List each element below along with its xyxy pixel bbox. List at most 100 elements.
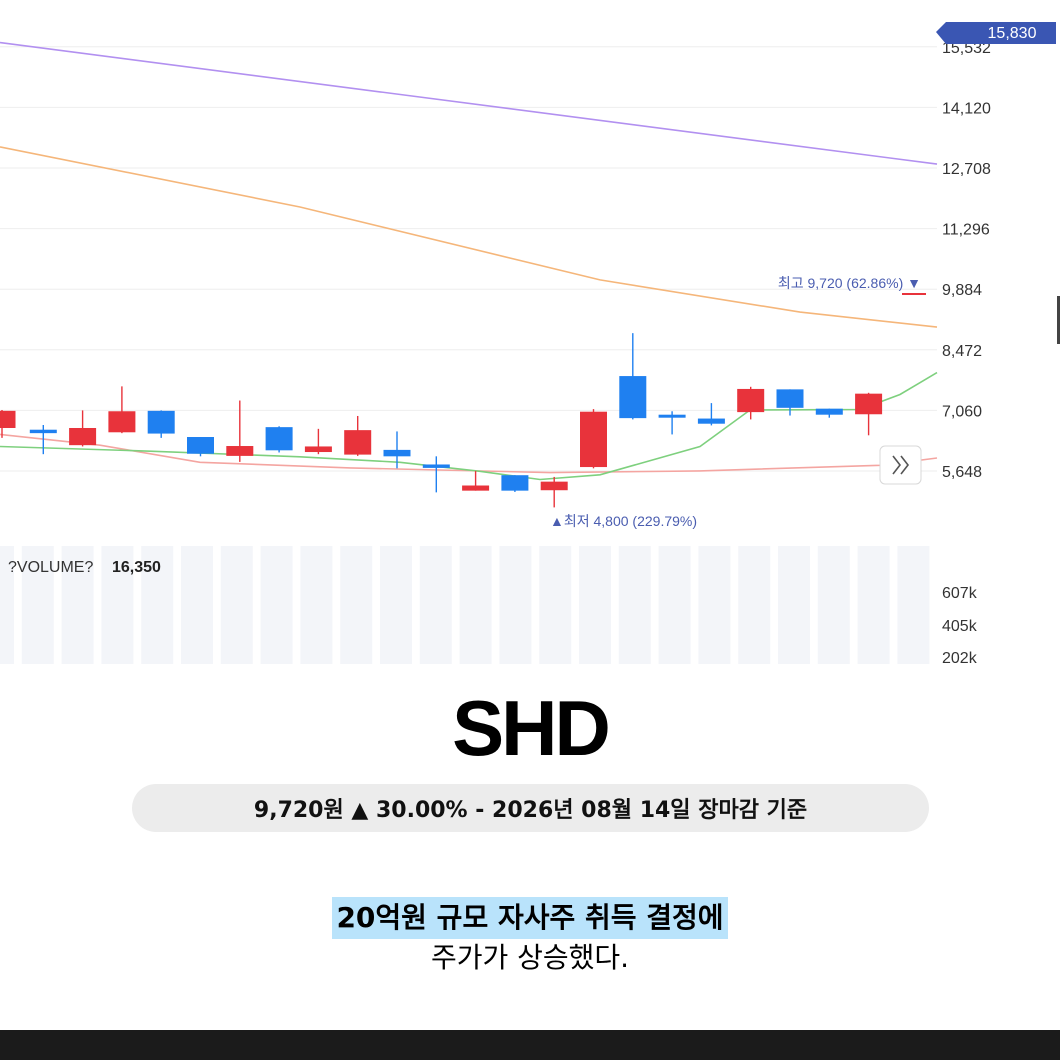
candle-body (855, 393, 883, 415)
volume-column (300, 546, 333, 664)
moving-average-line (0, 41, 938, 165)
candle-body (383, 449, 411, 457)
candle (501, 475, 529, 492)
candle (226, 400, 254, 462)
volume-column (459, 546, 492, 664)
volume-column (380, 546, 412, 664)
candle (580, 409, 607, 469)
volume-column (101, 546, 134, 664)
candle (855, 392, 883, 436)
volume-column (857, 546, 890, 664)
candle-body (187, 437, 214, 454)
price-tick: 15,532 (942, 40, 991, 57)
candle (304, 428, 332, 455)
current-price-value: 15,830 (988, 25, 1037, 42)
candle (108, 386, 136, 434)
min-price-annotation: ▲최저 4,800 (229.79%) (550, 513, 697, 529)
volume-column (181, 546, 213, 664)
candle-body (29, 429, 57, 434)
candle-body (776, 389, 804, 408)
candle-body (580, 411, 607, 468)
candle (344, 415, 372, 456)
candle (697, 403, 725, 426)
volume-column (738, 546, 771, 664)
price-tick: 8,472 (942, 343, 982, 360)
price-tick: 12,708 (942, 161, 991, 178)
price-tick: 7,060 (942, 403, 982, 420)
candle-body (619, 376, 647, 419)
candlesticks (0, 333, 883, 508)
volume-tick: 607k (942, 585, 978, 602)
candle-body (69, 427, 97, 446)
stock-chart: 15,532 14,120 12,708 11,296 9,884 8,472 7,060 5… (0, 22, 1060, 667)
candle (737, 386, 765, 420)
candle-body (462, 485, 490, 491)
moving-average-lines (0, 41, 938, 481)
candle (265, 426, 293, 453)
scroll-right-button[interactable] (879, 445, 922, 485)
volume-column (0, 546, 14, 664)
moving-average-line (0, 433, 938, 474)
price-tick: 11,296 (942, 222, 990, 239)
volume-tick: 405k (942, 618, 978, 635)
volume-background-bars (0, 546, 930, 664)
candle-body (108, 411, 136, 433)
max-price-annotation: 최고 9,720 (62.86%) ▼ (778, 275, 921, 291)
volume-column (419, 546, 452, 664)
volume-column (897, 546, 930, 664)
candle-body (540, 481, 568, 491)
volume-column (778, 546, 810, 664)
volume-column (61, 546, 94, 664)
candle (658, 411, 686, 435)
volume-column (499, 546, 532, 664)
volume-column (260, 546, 293, 664)
volume-value: 16,350 (112, 559, 161, 576)
candle-body (737, 388, 765, 413)
candle (29, 424, 57, 455)
candle (815, 408, 843, 418)
stock-ticker: SHD (452, 684, 611, 772)
candle-body (815, 408, 843, 415)
candle-body (344, 430, 372, 455)
candle (422, 456, 450, 493)
volume-column (539, 546, 572, 664)
candle (69, 410, 97, 447)
candle-body (658, 414, 686, 418)
bottom-bar (0, 1030, 1060, 1060)
candle-body (304, 446, 332, 453)
right-edge-marker (1057, 296, 1060, 344)
candle (187, 437, 214, 457)
volume-column (698, 546, 731, 664)
volume-column (817, 546, 850, 664)
price-tick: 5,648 (942, 464, 982, 481)
volume-column (220, 546, 253, 664)
candle (462, 470, 490, 491)
candle-body (226, 446, 254, 456)
price-tick: 9,884 (942, 282, 982, 299)
moving-average-line (0, 146, 938, 328)
volume-label: ?VOLUME? (8, 559, 93, 576)
headline: 20억원 규모 자사주 취득 결정에 (0, 897, 1060, 939)
price-summary-text: 9,720원 ▲ 30.00% - 2026년 08월 14일 장마감 기준 (253, 798, 808, 823)
volume-tick: 202k (942, 650, 978, 667)
headline-subline: 주가가 상승했다. (430, 941, 630, 974)
candle (540, 476, 568, 508)
candle (383, 431, 411, 469)
volume-column (141, 546, 174, 664)
double-chevron-right-icon (892, 455, 910, 475)
candle (776, 389, 804, 416)
volume-column (340, 546, 373, 664)
volume-column (21, 546, 54, 664)
price-summary-pill: 9,720원 ▲ 30.00% - 2026년 08월 14일 장마감 기준 (132, 784, 929, 832)
volume-column (658, 546, 691, 664)
candle-body (697, 418, 725, 424)
candle-body (0, 410, 16, 428)
volume-column (579, 546, 611, 664)
candle (147, 410, 175, 438)
price-axis-ticks: 15,532 14,120 12,708 11,296 9,884 8,472 7,060 5… (942, 40, 991, 481)
candle (619, 333, 647, 420)
candle-body (422, 464, 450, 468)
volume-column (618, 546, 651, 664)
price-tick: 14,120 (942, 100, 991, 117)
headline-highlight: 20억원 규모 자사주 취득 결정에 (332, 897, 728, 939)
